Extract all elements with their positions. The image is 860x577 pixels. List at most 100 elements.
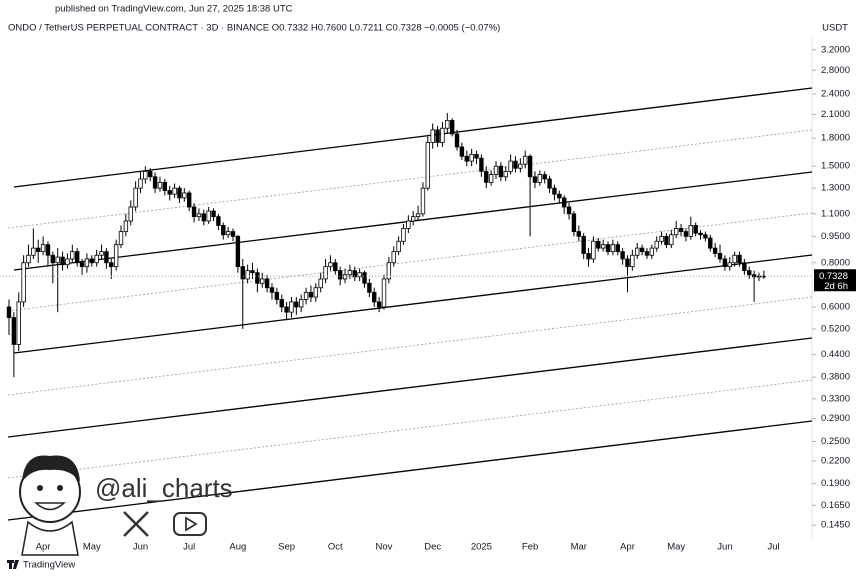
candle-body xyxy=(201,213,206,222)
x-tick-label: Oct xyxy=(328,542,343,553)
candle-body xyxy=(196,213,202,218)
candle-body xyxy=(673,228,679,236)
candle-body xyxy=(157,181,163,189)
candle-body xyxy=(74,251,80,264)
candle-body xyxy=(342,274,348,280)
candle-body xyxy=(36,247,41,253)
candle-body xyxy=(274,291,280,300)
candle-body xyxy=(747,270,752,276)
candle-body xyxy=(596,240,601,249)
candle-body xyxy=(717,253,723,260)
candle-body xyxy=(367,282,372,293)
candle-body xyxy=(659,235,664,242)
candle-body xyxy=(742,262,747,272)
candle-body xyxy=(615,244,620,253)
candle-body xyxy=(557,193,562,199)
candle-body xyxy=(708,237,713,249)
candle-body xyxy=(381,278,387,308)
candle-body xyxy=(118,231,124,246)
candle-body xyxy=(523,155,528,165)
candle-body xyxy=(55,256,60,264)
candle-body xyxy=(683,231,689,237)
candle-body xyxy=(488,174,494,183)
candle-body xyxy=(454,133,460,148)
published-note: published on TradingView.com, Jun 27, 20… xyxy=(55,4,293,15)
candle-body xyxy=(737,254,742,264)
candle-body xyxy=(703,234,708,239)
candle-body xyxy=(104,251,109,264)
candle-body xyxy=(508,160,513,172)
candle-body xyxy=(420,187,426,215)
y-tick-label: 1.5000 xyxy=(821,161,850,172)
y-tick-label: 0.1900 xyxy=(821,478,850,489)
candle-body xyxy=(498,165,504,178)
x-tick-label: Jul xyxy=(183,542,195,553)
last-price-label: 0.7328 xyxy=(819,271,848,282)
candle-body xyxy=(313,287,319,298)
candle-body xyxy=(225,231,231,236)
candle-body xyxy=(89,258,94,264)
avatar-eye xyxy=(57,485,63,491)
channel-lines xyxy=(7,87,813,521)
x-tick-label: Dec xyxy=(424,542,441,553)
candle-body xyxy=(698,232,703,236)
candle-body xyxy=(45,244,51,256)
mid-line xyxy=(7,296,813,396)
candle-body xyxy=(235,235,241,268)
candle-body xyxy=(94,254,99,264)
x-tick-label: Jun xyxy=(717,542,732,553)
x-tick-label: Nov xyxy=(376,542,393,553)
candle-body xyxy=(586,253,591,260)
y-tick-label: 0.2500 xyxy=(821,436,850,447)
candle-body xyxy=(635,247,640,256)
youtube-play xyxy=(185,516,198,532)
candle-body xyxy=(440,127,445,143)
candle-body xyxy=(148,170,153,178)
youtube-icon xyxy=(173,512,207,536)
candle-body xyxy=(245,270,250,280)
watermark: @ali_charts xyxy=(19,455,233,556)
candle-body xyxy=(143,170,148,180)
candle-body xyxy=(566,206,572,215)
trend-line xyxy=(13,87,813,188)
candles xyxy=(6,113,767,378)
candle-body xyxy=(186,192,192,208)
trend-line xyxy=(13,254,813,354)
y-tick-label: 0.1450 xyxy=(821,520,850,531)
candle-body xyxy=(172,187,177,195)
candle-body xyxy=(40,244,46,253)
candle-body xyxy=(250,270,255,274)
y-tick-label: 1.1000 xyxy=(821,208,850,219)
y-tick-label: 1.3000 xyxy=(821,183,850,194)
avatar-eye xyxy=(37,485,43,491)
candle-body xyxy=(264,278,270,289)
candle-body xyxy=(664,235,669,246)
y-tick-label: 2.8000 xyxy=(821,65,850,76)
candle-body xyxy=(532,176,538,183)
y-tick-label: 0.3300 xyxy=(821,393,850,404)
y-tick-label: 0.2900 xyxy=(821,413,850,424)
candle-body xyxy=(552,187,557,195)
trend-line xyxy=(7,337,813,438)
candle-body xyxy=(391,251,396,264)
candle-body xyxy=(298,299,304,308)
candle-body xyxy=(294,301,299,308)
candle-body xyxy=(191,206,197,218)
candle-body xyxy=(411,216,416,222)
candle-body xyxy=(518,163,523,169)
candle-body xyxy=(430,129,435,143)
candle-body xyxy=(65,258,70,266)
candle-body xyxy=(449,120,455,135)
candle-body xyxy=(269,287,275,293)
candle-body xyxy=(31,247,36,256)
candle-body xyxy=(167,190,172,195)
candle-body xyxy=(591,240,596,260)
candle-body xyxy=(425,142,431,189)
candle-body xyxy=(162,181,168,191)
candle-body xyxy=(337,270,343,280)
candle-body xyxy=(386,262,392,280)
y-tick-label: 0.4400 xyxy=(821,349,850,360)
candle-body xyxy=(318,278,323,289)
